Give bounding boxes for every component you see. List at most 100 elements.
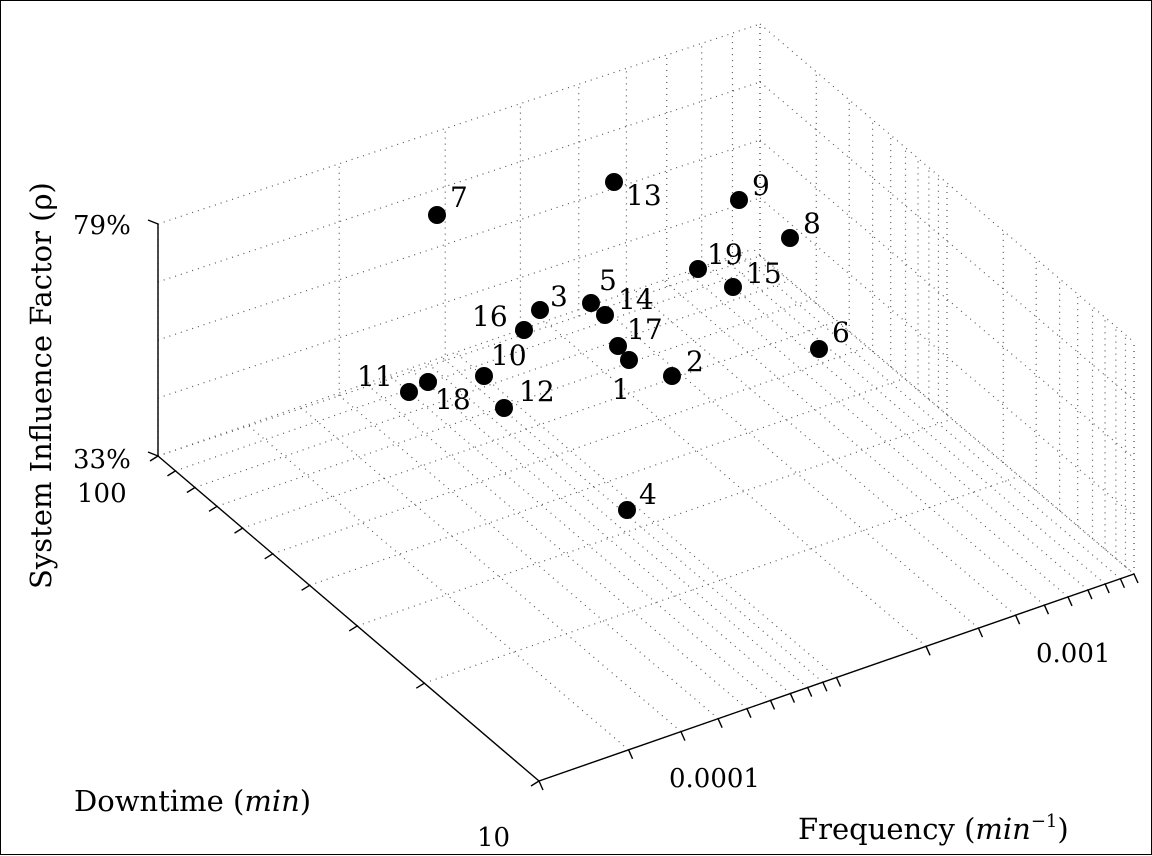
point-label-2: 2 [686,345,704,378]
data-point-17 [609,337,627,355]
x-axis-tick [1014,614,1021,625]
y-axis-tick [149,455,159,462]
grid-floor-frequency [455,352,837,678]
x-axis-tick [717,718,723,728]
data-point-18 [419,373,437,391]
data-point-4 [618,501,636,519]
data-point-7 [428,206,446,224]
point-label-7: 7 [450,181,468,214]
y-axis-tick [301,584,310,591]
grid-floor-frequency [247,424,629,751]
x-axis-tick [789,693,796,703]
point-label-18: 18 [435,383,471,416]
grid-floor-frequency [544,320,927,647]
x-axis-tick [746,708,752,718]
x-axis-tick [1119,578,1126,589]
data-point-5 [582,294,600,312]
data-point-11 [400,383,418,401]
point-label-13: 13 [626,179,662,212]
z-tick-min: 33% [73,445,131,475]
z-axis-title: System Influence Factor (ρ) [24,182,58,589]
point-label-10: 10 [491,339,527,372]
point-label-14: 14 [618,283,654,316]
data-point-16 [515,321,533,339]
x-axis-tick [1087,589,1093,600]
grid-floor-back-left [157,255,761,457]
data-point-15 [724,278,742,296]
grid-floor-downtime [309,377,905,586]
y-axis-tick [264,553,274,560]
x-axis-tick [925,646,931,656]
z-axis-tick-bottom [147,451,159,457]
data-point-19 [689,260,707,278]
x-axis-tick [538,780,544,791]
x-axis-tick [769,700,776,710]
data-point-8 [781,229,799,247]
x-axis-tick [1043,604,1050,615]
data-point-14 [596,306,614,324]
y-axis-title: Downtime (min) [74,784,311,818]
point-label-6: 6 [832,316,850,349]
grid-floor-frequency [738,253,1121,580]
y-tick-min: 10 [477,823,510,853]
x-axis-tick [1067,596,1073,607]
point-label-4: 4 [639,478,657,511]
x-axis-tick [680,731,686,741]
grid-floor-frequency [299,406,682,733]
point-label-5: 5 [599,264,617,297]
y-axis-tick [348,625,358,632]
y-axis-tick [167,470,176,477]
data-point-2 [663,367,681,385]
axes [147,219,1139,791]
data-point-1 [620,351,638,369]
grid-floor-frequency [634,289,1017,616]
point-label-1: 1 [612,373,630,406]
point-label-3: 3 [550,280,568,313]
grid-floor-frequency [409,368,791,694]
point-label-12: 12 [519,375,555,408]
point-label-16: 16 [472,300,508,333]
x-tick-high: 0.001 [1036,639,1110,669]
point-label-11: 11 [357,360,393,393]
x-axis-title: Frequency (min−1) [798,811,1069,846]
x-axis-tick [822,681,828,692]
y-axis-tick [186,486,196,494]
point-label-19: 19 [707,238,743,271]
z-axis-tick-top [147,219,159,225]
grid-floor-frequency [663,279,1045,606]
grid-lines [157,23,1135,782]
data-point-6 [810,340,828,358]
point-label-9: 9 [752,169,770,202]
grid-top-left [157,23,761,225]
data-point-13 [605,173,623,191]
x-tick-low: 0.0001 [669,764,760,794]
y-axis-line [157,455,540,782]
point-label-17: 17 [627,313,663,346]
x-axis-tick [627,749,634,760]
y-axis-tick [234,527,243,534]
data-point-12 [495,399,513,417]
grid-wall-left-level [157,197,761,399]
x-axis-tick [977,627,984,638]
point-label-15: 15 [746,257,782,290]
grid-floor-frequency [336,393,719,720]
grid-wall-left-level [157,139,761,341]
z-tick-max: 79% [73,211,131,241]
y-axis-tick [415,682,425,689]
grid-floor-frequency [426,362,809,688]
point-label-8: 8 [803,207,821,240]
grid-floor-downtime [357,418,953,627]
y-axis-tick [530,780,540,787]
grid-floor-frequency [723,258,1106,585]
x-axis-tick [835,677,842,687]
x-axis-tick [1133,573,1139,584]
x-axis-tick [807,687,813,697]
data-point-9 [730,191,748,209]
data-point-3 [531,301,549,319]
y-axis-tick [208,505,218,512]
x-axis-tick [1104,583,1110,594]
data-point-10 [475,367,493,385]
